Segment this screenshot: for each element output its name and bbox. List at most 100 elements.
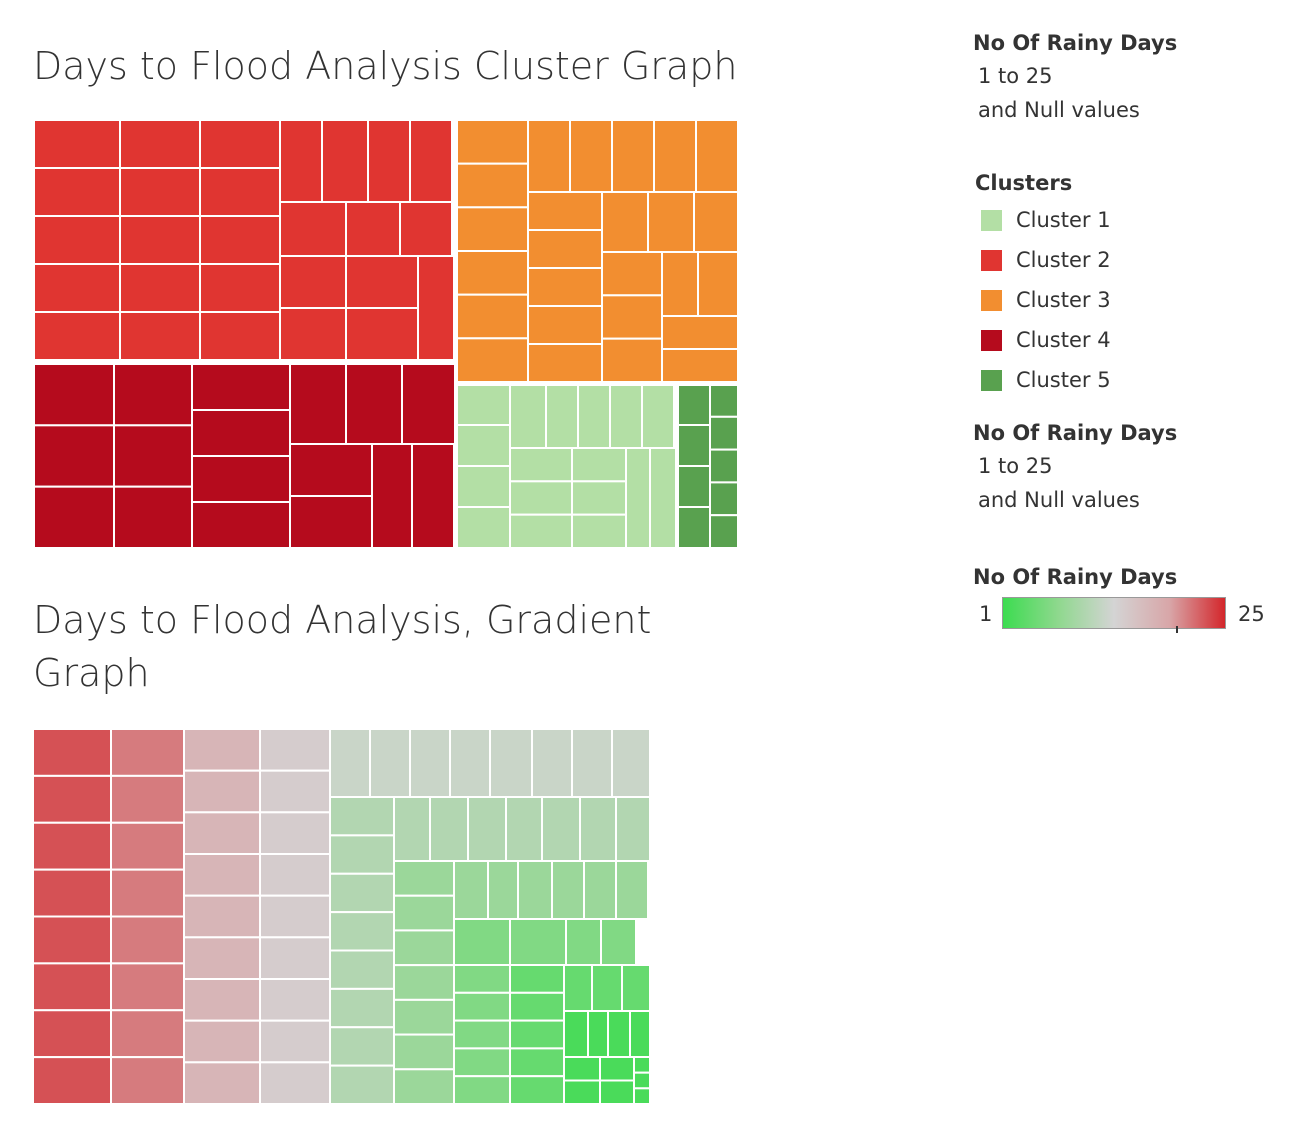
cluster-legend-item[interactable]: Cluster 5 [981, 368, 1111, 392]
treemap-cell-gradient[interactable] [33, 962, 112, 1012]
treemap-cell-gradient[interactable] [259, 729, 331, 772]
treemap-cell-cluster-3[interactable] [693, 191, 738, 253]
treemap-cell-cluster-2[interactable] [34, 311, 121, 361]
treemap-cell-cluster-1[interactable] [609, 383, 643, 449]
treemap-cell-gradient[interactable] [183, 853, 261, 897]
treemap-cell-gradient[interactable] [531, 729, 573, 798]
treemap-cell-gradient[interactable] [259, 811, 331, 856]
treemap-cell-cluster-3[interactable] [697, 251, 738, 317]
treemap-cell-cluster-2[interactable] [345, 307, 419, 361]
treemap-cell-gradient[interactable] [615, 860, 649, 920]
treemap-cell-gradient[interactable] [329, 834, 395, 875]
treemap-cell-gradient[interactable] [487, 860, 519, 920]
treemap-cell-gradient[interactable] [183, 729, 261, 772]
treemap-cell-cluster-3[interactable] [527, 120, 571, 193]
treemap-cell-cluster-1[interactable] [577, 383, 611, 449]
treemap-cell-gradient[interactable] [183, 894, 261, 939]
treemap-cell-gradient[interactable] [110, 1009, 185, 1059]
treemap-cell-gradient[interactable] [329, 872, 395, 914]
treemap-cell-gradient[interactable] [583, 860, 617, 920]
treemap-cell-cluster-3[interactable] [661, 315, 738, 350]
treemap-cell-gradient[interactable] [429, 796, 469, 862]
treemap-cell-cluster-4[interactable] [289, 495, 373, 548]
treemap-cell-cluster-2[interactable] [199, 167, 281, 217]
treemap-cell-cluster-2[interactable] [34, 215, 121, 265]
treemap-cell-gradient[interactable] [110, 774, 185, 824]
treemap-cell-gradient[interactable] [633, 1071, 650, 1090]
treemap-cell-gradient[interactable] [633, 1056, 650, 1074]
rainy-days-filter-range[interactable]: 1 to 25 [978, 64, 1053, 88]
treemap-cell-cluster-1[interactable] [509, 447, 573, 483]
treemap-cell-cluster-2[interactable] [119, 120, 201, 169]
treemap-cell-gradient[interactable] [541, 796, 581, 862]
treemap-cell-gradient[interactable] [110, 1056, 185, 1104]
treemap-cell-gradient[interactable] [449, 729, 491, 798]
cluster-treemap[interactable] [34, 120, 738, 548]
treemap-cell-cluster-4[interactable] [191, 501, 291, 548]
treemap-cell-gradient[interactable] [565, 918, 602, 966]
treemap-cell-gradient[interactable] [329, 1026, 395, 1067]
treemap-cell-gradient[interactable] [509, 1075, 565, 1104]
treemap-cell-cluster-2[interactable] [345, 255, 419, 309]
treemap-cell-gradient[interactable] [183, 1061, 261, 1104]
treemap-cell-gradient[interactable] [393, 964, 455, 1001]
treemap-cell-cluster-5[interactable] [709, 514, 738, 548]
treemap-cell-cluster-2[interactable] [417, 255, 455, 361]
treemap-cell-gradient[interactable] [563, 1079, 601, 1105]
treemap-cell-cluster-4[interactable] [191, 409, 291, 457]
treemap-cell-cluster-2[interactable] [279, 120, 323, 203]
treemap-cell-cluster-2[interactable] [409, 120, 453, 203]
treemap-cell-gradient[interactable] [110, 821, 185, 871]
treemap-cell-gradient[interactable] [453, 1019, 511, 1050]
treemap-cell-cluster-1[interactable] [545, 383, 579, 449]
treemap-cell-cluster-2[interactable] [119, 311, 201, 361]
treemap-cell-cluster-5[interactable] [709, 415, 738, 451]
treemap-cell-cluster-2[interactable] [119, 167, 201, 217]
treemap-cell-cluster-3[interactable] [601, 191, 649, 253]
treemap-cell-cluster-4[interactable] [289, 443, 373, 497]
treemap-cell-cluster-5[interactable] [709, 383, 738, 418]
treemap-cell-gradient[interactable] [563, 1056, 601, 1082]
treemap-cell-cluster-5[interactable] [709, 448, 738, 484]
treemap-cell-cluster-2[interactable] [345, 201, 401, 257]
treemap-cell-cluster-3[interactable] [569, 120, 613, 193]
treemap-cell-gradient[interactable] [259, 853, 331, 897]
treemap-cell-gradient[interactable] [33, 868, 112, 918]
treemap-cell-gradient[interactable] [453, 1075, 511, 1104]
treemap-cell-gradient[interactable] [329, 796, 395, 837]
rainy-days-filter-2-range[interactable]: 1 to 25 [978, 454, 1053, 478]
treemap-cell-gradient[interactable] [110, 729, 185, 777]
treemap-cell-gradient[interactable] [571, 729, 613, 798]
treemap-cell-gradient[interactable] [183, 978, 261, 1022]
treemap-cell-gradient[interactable] [509, 1047, 565, 1078]
treemap-cell-gradient[interactable] [599, 1079, 635, 1105]
treemap-cell-cluster-1[interactable] [455, 465, 511, 508]
treemap-cell-gradient[interactable] [110, 915, 185, 965]
treemap-cell-cluster-1[interactable] [571, 480, 627, 516]
treemap-cell-cluster-3[interactable] [455, 250, 529, 296]
treemap-cell-cluster-4[interactable] [345, 363, 403, 445]
treemap-cell-gradient[interactable] [633, 1087, 650, 1104]
treemap-cell-cluster-4[interactable] [401, 363, 457, 445]
treemap-cell-gradient[interactable] [505, 796, 543, 862]
treemap-cell-gradient[interactable] [259, 769, 331, 814]
treemap-cell-gradient[interactable] [591, 964, 623, 1012]
gradient-treemap[interactable] [33, 729, 650, 1104]
treemap-cell-gradient[interactable] [110, 962, 185, 1012]
treemap-cell-gradient[interactable] [599, 1056, 635, 1082]
treemap-cell-gradient[interactable] [259, 936, 331, 980]
treemap-cell-cluster-3[interactable] [661, 348, 738, 383]
treemap-cell-cluster-3[interactable] [455, 120, 529, 165]
treemap-cell-cluster-3[interactable] [601, 337, 663, 384]
treemap-cell-cluster-5[interactable] [709, 481, 738, 517]
cluster-legend-item[interactable]: Cluster 2 [981, 248, 1111, 272]
treemap-cell-gradient[interactable] [33, 1056, 112, 1104]
treemap-cell-gradient[interactable] [329, 987, 395, 1029]
treemap-cell-gradient[interactable] [453, 991, 511, 1022]
treemap-cell-gradient[interactable] [329, 729, 371, 798]
treemap-cell-cluster-3[interactable] [527, 305, 603, 345]
treemap-cell-gradient[interactable] [509, 991, 565, 1022]
treemap-cell-cluster-4[interactable] [34, 485, 115, 548]
treemap-cell-gradient[interactable] [587, 1010, 609, 1058]
treemap-cell-cluster-3[interactable] [455, 206, 529, 253]
